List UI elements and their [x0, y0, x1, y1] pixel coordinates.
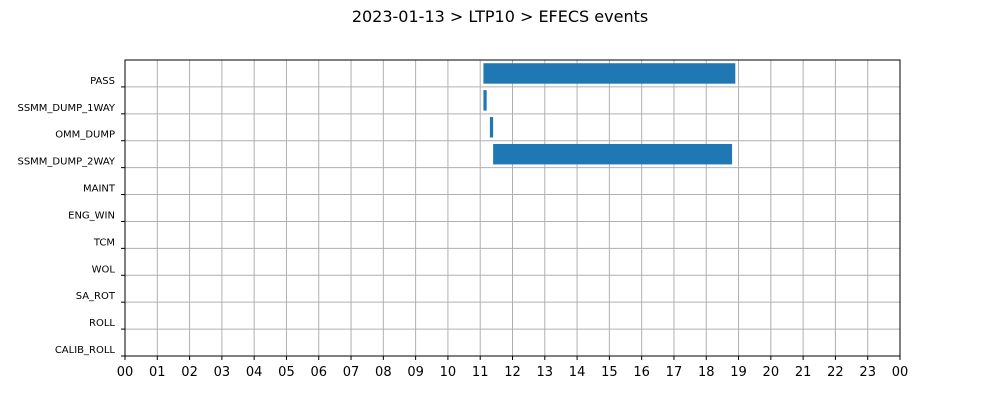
x-tick-label: 22: [827, 365, 844, 380]
y-tick-label: TCM: [93, 237, 115, 248]
bar-layer: [483, 63, 736, 165]
x-tick-label: 10: [440, 365, 457, 380]
x-tick-label: 17: [666, 365, 683, 380]
x-tick-label: 01: [149, 365, 166, 380]
y-tick-label: SA_ROT: [76, 291, 116, 302]
x-tick-label: 00: [892, 365, 909, 380]
x-tick-label: 06: [310, 365, 327, 380]
event-bar-ssmm-dump-1way: [483, 90, 487, 111]
x-tick-label: 00: [117, 365, 134, 380]
y-tick-label: MAINT: [83, 184, 116, 195]
event-bar-pass: [483, 63, 736, 84]
y-tick-label: ENG_WIN: [68, 210, 115, 221]
x-tick-label: 15: [601, 365, 618, 380]
y-tick-label: SSMM_DUMP_2WAY: [17, 157, 115, 168]
x-tick-label: 12: [504, 365, 521, 380]
x-tick-label: 20: [763, 365, 780, 380]
x-tick-label: 07: [343, 365, 360, 380]
y-tick-label: WOL: [92, 264, 116, 275]
x-tick-label: 16: [633, 365, 650, 380]
event-bar-omm-dump: [489, 117, 494, 138]
x-tick-label: 19: [730, 365, 747, 380]
x-tick-label: 05: [278, 365, 295, 380]
grid-layer: [124, 60, 901, 356]
x-tick-label: 02: [181, 365, 198, 380]
x-tick-label: 13: [537, 365, 554, 380]
x-tick-label: 18: [698, 365, 715, 380]
y-tick-label: OMM_DUMP: [55, 130, 115, 141]
x-tick-label: 14: [569, 365, 586, 380]
x-tick-label: 08: [375, 365, 392, 380]
y-tick-label: ROLL: [89, 318, 115, 329]
y-tick-label: SSMM_DUMP_1WAY: [17, 103, 115, 114]
y-tick-label: CALIB_ROLL: [55, 345, 116, 356]
x-tick-label: 04: [246, 365, 263, 380]
x-tick-label: 23: [859, 365, 876, 380]
x-tick-label: 03: [214, 365, 231, 380]
event-bar-ssmm-dump-2way: [493, 143, 733, 165]
x-tick-label: 09: [407, 365, 424, 380]
x-tick-label: 21: [795, 365, 812, 380]
axis-layer: 00 01 02 03 04 05 06 07 08 09 10 11 12 13 14 15 16 17 18 19…: [17, 59, 909, 380]
y-tick-label: PASS: [90, 76, 115, 87]
x-tick-label: 11: [472, 365, 489, 380]
chart-title: 2023-01-13 > LTP10 > EFECS events: [352, 7, 648, 26]
